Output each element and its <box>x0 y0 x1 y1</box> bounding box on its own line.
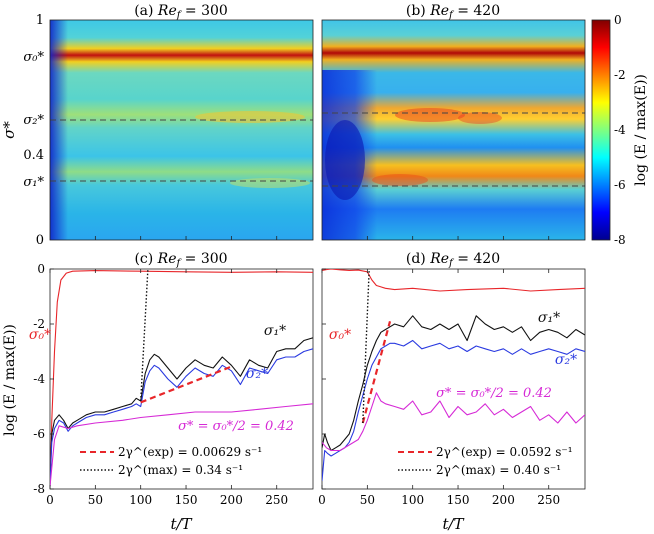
xtick-label: 100 <box>401 493 424 507</box>
panel-a: (a) Ref = 300 1 σ₀* σ₂* 0.4 σ₁* 0 σ* <box>0 3 314 248</box>
legend-c: 2γ^(exp) = 0.00629 s⁻¹ 2γ^(max) = 0.34 s… <box>80 445 262 477</box>
legend-d: 2γ^(exp) = 0.0592 s⁻¹ 2γ^(max) = 0.40 s⁻… <box>398 445 573 477</box>
colorbar-gradient <box>591 19 611 241</box>
panel-c-xlabel: t/T <box>170 515 192 533</box>
cbar-tick-4: -4 <box>614 123 626 137</box>
label-d-sigma2: σ₂* <box>555 352 577 368</box>
legend-c-max-text: 2γ^(max) = 0.34 s⁻¹ <box>118 463 243 477</box>
xtick-label: 50 <box>88 493 103 507</box>
series-c-4 <box>140 365 232 404</box>
legend-d-max-text: 2γ^(max) = 0.40 s⁻¹ <box>436 463 561 477</box>
xtick-label: 150 <box>175 493 198 507</box>
series-d-3 <box>322 392 585 452</box>
label-c-sigma2: σ₂* <box>246 366 268 382</box>
panel-d-xlabel: t/T <box>442 515 464 533</box>
heatmap-b-dark-region <box>325 120 365 200</box>
ytick-label: -4 <box>33 372 45 386</box>
series-c-3 <box>50 403 313 487</box>
label-c-sigma1: σ₁* <box>264 323 286 339</box>
panel-d: (d) Ref = 420 0 50 100 150 200 250 σ₀* σ₁* σ₂… <box>318 251 586 533</box>
legend-d-exp-text: 2γ^(exp) = 0.0592 s⁻¹ <box>436 445 573 459</box>
panel-c-title: (c) Ref = 300 <box>134 251 227 269</box>
cbar-tick-6: -6 <box>614 178 626 192</box>
cbar-tick-8: -8 <box>614 233 626 247</box>
heatmap-b-frame <box>321 19 586 241</box>
ytick-0: 0 <box>36 233 44 248</box>
heatmap-a-ridge-sigma1 <box>230 178 310 188</box>
xtick-label: 250 <box>265 493 288 507</box>
panel-a-title: (a) Ref = 300 <box>134 3 228 21</box>
panel-d-frame <box>321 268 586 490</box>
heatmap-a-frame <box>49 19 314 241</box>
panel-b: (b) Ref = 420 <box>321 3 586 241</box>
xtick-label: 100 <box>129 493 152 507</box>
series-c-5 <box>140 269 149 402</box>
label-d-half: σ* = σ₀*/2 = 0.42 <box>436 386 552 401</box>
panel-c-ylabel: log (E / max(E)) <box>2 324 18 436</box>
ytick-label: -8 <box>33 482 45 496</box>
heatmap-a-transient <box>50 20 68 240</box>
panel-d-ticks: 0 50 100 150 200 250 <box>318 268 560 507</box>
label-c-sigma0: σ₀* <box>29 327 51 343</box>
label-d-sigma0: σ₀* <box>329 327 351 343</box>
xtick-label: 150 <box>447 493 470 507</box>
series-d-2 <box>322 339 585 481</box>
xtick-label: 250 <box>537 493 560 507</box>
ytick-sigma1: σ₁* <box>23 175 44 190</box>
heatmap-ylabel: σ* <box>0 121 18 139</box>
panel-c: (c) Ref = 300 0 50 100 150 200 250 0 -2 -4 -6 -8 σ… <box>2 251 314 533</box>
cbar-tick-2: -2 <box>614 68 626 82</box>
label-d-sigma1: σ₁* <box>538 310 560 326</box>
xtick-label: 0 <box>46 493 54 507</box>
xtick-label: 50 <box>360 493 375 507</box>
heatmap-b-ridge-hot-3 <box>372 174 428 186</box>
xtick-label: 200 <box>492 493 515 507</box>
xtick-label: 200 <box>220 493 243 507</box>
ytick-0.4: 0.4 <box>23 148 44 163</box>
ytick-sigma2: σ₂* <box>23 113 44 128</box>
heatmap-xticks <box>94 236 550 240</box>
ytick-sigma0: σ₀* <box>23 50 44 65</box>
series-c-1 <box>50 337 313 484</box>
ytick-1: 1 <box>36 13 44 28</box>
series-d-0 <box>322 269 585 292</box>
colorbar-ticks: 0 -2 -4 -6 -8 <box>614 13 626 247</box>
label-c-half: σ* = σ₀*/2 = 0.42 <box>178 419 294 434</box>
heatmap-a <box>50 20 313 240</box>
panel-d-series <box>322 269 585 481</box>
colorbar: 0 -2 -4 -6 -8 log (E / max(E)) <box>591 13 649 247</box>
series-d-5 <box>362 269 370 424</box>
heatmap-a-yticks: 1 σ₀* σ₂* 0.4 σ₁* 0 <box>23 13 44 248</box>
panel-d-title: (d) Ref = 420 <box>406 251 500 269</box>
heatmap-b-ridge-hot-1 <box>395 108 465 122</box>
panel-c-ticks: 0 50 100 150 200 250 0 -2 -4 -6 -8 <box>33 262 288 507</box>
ytick-label: -2 <box>33 317 45 331</box>
ytick-label: 0 <box>37 262 45 276</box>
panel-b-title: (b) Ref = 420 <box>406 3 500 21</box>
heatmap-b-ridge-hot-2 <box>458 112 502 124</box>
xtick-label: 0 <box>318 493 326 507</box>
colorbar-label: log (E / max(E)) <box>633 74 649 186</box>
legend-c-exp-text: 2γ^(exp) = 0.00629 s⁻¹ <box>118 445 262 459</box>
series-c-2 <box>50 348 313 487</box>
ytick-label: -6 <box>33 427 45 441</box>
series-d-4 <box>361 321 392 424</box>
series-d-1 <box>322 315 585 452</box>
heatmap-a-ridge-sigma2 <box>195 111 305 123</box>
cbar-tick-0: 0 <box>614 13 622 27</box>
